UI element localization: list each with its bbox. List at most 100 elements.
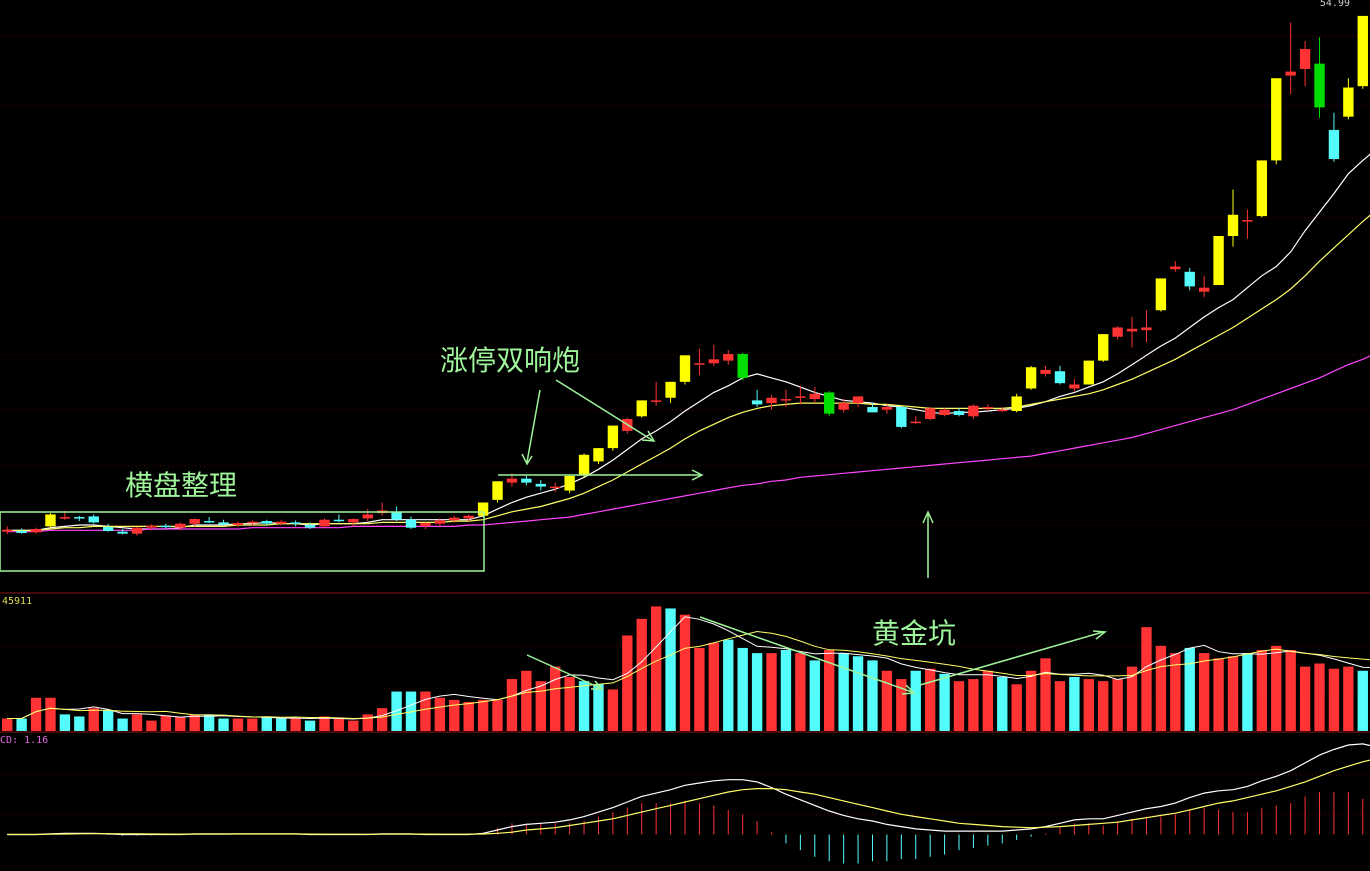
candle-body-16 xyxy=(232,523,244,526)
candle-body-59 xyxy=(852,396,864,404)
volume-bar-0 xyxy=(2,718,13,731)
candle-body-12 xyxy=(175,523,186,528)
macd-dea-line xyxy=(7,759,1370,836)
volume-bar-7 xyxy=(102,710,114,731)
price-high-label: 54.99 xyxy=(1320,0,1350,9)
volume-bar-81 xyxy=(1170,653,1181,731)
volume-bar-75 xyxy=(1083,679,1094,731)
volume-bar-24 xyxy=(348,720,359,731)
volume-bar-8 xyxy=(117,718,128,731)
volume-bar-92 xyxy=(1328,668,1340,731)
volume-bar-56 xyxy=(809,660,820,731)
volume-bar-25 xyxy=(362,714,373,731)
volume-bar-51 xyxy=(737,647,748,731)
candle-body-75 xyxy=(1083,360,1094,385)
volume-bar-70 xyxy=(1011,684,1022,731)
volume-bar-88 xyxy=(1271,645,1282,731)
candle-body-41 xyxy=(593,448,604,462)
volume-bar-18 xyxy=(261,716,272,731)
volume-bar-26 xyxy=(376,708,388,731)
volume-bar-42 xyxy=(607,689,619,731)
candle-body-45 xyxy=(650,400,662,402)
candle-body-50 xyxy=(723,354,734,361)
volume-arrow-3 xyxy=(919,631,1104,686)
candlesticks xyxy=(2,15,1368,536)
golden-pit-up-arrow-head xyxy=(922,510,934,524)
volume-arrow-3-head xyxy=(1092,630,1107,640)
candle-body-1 xyxy=(16,531,27,533)
candle-body-94 xyxy=(1357,15,1368,87)
volume-bar-21 xyxy=(304,720,316,731)
candle-body-83 xyxy=(1198,287,1210,292)
candle-body-9 xyxy=(131,527,143,534)
volume-bar-17 xyxy=(247,718,258,731)
candle-body-86 xyxy=(1242,220,1253,222)
volume-bar-45 xyxy=(650,606,662,731)
volume-bar-62 xyxy=(896,679,907,731)
candle-body-42 xyxy=(607,425,619,449)
volume-bar-91 xyxy=(1314,663,1325,731)
volume-ma-10 xyxy=(7,630,1370,720)
candle-body-70 xyxy=(1011,396,1022,412)
golden-pit-label: 黄金坑 xyxy=(872,617,956,650)
candle-body-55 xyxy=(795,396,806,398)
candle-body-8 xyxy=(117,531,128,534)
candle-body-28 xyxy=(405,519,417,528)
volume-bar-43 xyxy=(622,635,633,731)
volume-ma-lines xyxy=(7,616,1370,720)
volume-bar-37 xyxy=(535,681,546,731)
volume-bar-59 xyxy=(852,656,864,731)
candle-body-65 xyxy=(939,409,950,415)
candle-body-39 xyxy=(564,475,575,491)
candle-body-80 xyxy=(1155,278,1167,311)
candle-body-23 xyxy=(333,519,345,522)
volume-bar-3 xyxy=(45,697,56,731)
annotations xyxy=(0,379,1107,695)
candle-body-56 xyxy=(809,393,820,400)
candle-body-48 xyxy=(694,363,705,365)
candle-body-82 xyxy=(1184,271,1195,287)
candle-body-2 xyxy=(30,529,42,533)
candle-body-18 xyxy=(261,521,272,524)
volume-bar-12 xyxy=(175,716,186,731)
candle-body-47 xyxy=(679,355,691,382)
candle-body-27 xyxy=(391,511,402,520)
volume-bar-57 xyxy=(824,650,835,731)
candle-body-3 xyxy=(45,514,56,527)
volume-bar-39 xyxy=(564,677,575,731)
volume-bar-87 xyxy=(1256,650,1268,731)
candle-body-14 xyxy=(203,521,215,523)
volume-bar-55 xyxy=(795,653,806,731)
volume-bar-61 xyxy=(881,670,893,731)
volume-bar-58 xyxy=(838,653,849,731)
consolidation-label: 横盘整理 xyxy=(125,469,237,502)
candle-body-81 xyxy=(1170,266,1181,270)
volume-bar-77 xyxy=(1112,679,1123,731)
macd-dif-line xyxy=(7,743,1370,836)
candle-body-46 xyxy=(665,381,676,398)
volume-bar-71 xyxy=(1025,670,1037,731)
candle-body-4 xyxy=(59,517,71,519)
candle-body-44 xyxy=(636,400,647,417)
candle-body-7 xyxy=(102,527,114,531)
candle-body-69 xyxy=(997,409,1008,412)
volume-bar-40 xyxy=(578,681,590,731)
candle-body-30 xyxy=(434,520,446,524)
volume-bar-5 xyxy=(74,716,85,731)
candle-body-78 xyxy=(1126,328,1138,332)
candle-body-11 xyxy=(160,525,172,528)
volume-bar-74 xyxy=(1069,677,1080,731)
volume-arrow-1-head xyxy=(591,680,604,690)
candle-body-34 xyxy=(492,481,503,500)
volume-bar-80 xyxy=(1155,645,1167,731)
volume-bar-4 xyxy=(59,714,71,731)
candle-body-74 xyxy=(1069,384,1080,389)
volume-bar-41 xyxy=(593,684,604,731)
candle-body-21 xyxy=(304,525,316,528)
macd-histogram-and-lines xyxy=(7,743,1370,864)
candle-body-93 xyxy=(1343,87,1354,117)
arrow-to-first-limit xyxy=(526,389,541,463)
volume-bar-47 xyxy=(679,614,691,731)
candle-body-38 xyxy=(550,486,561,489)
volume-bar-32 xyxy=(463,701,474,731)
